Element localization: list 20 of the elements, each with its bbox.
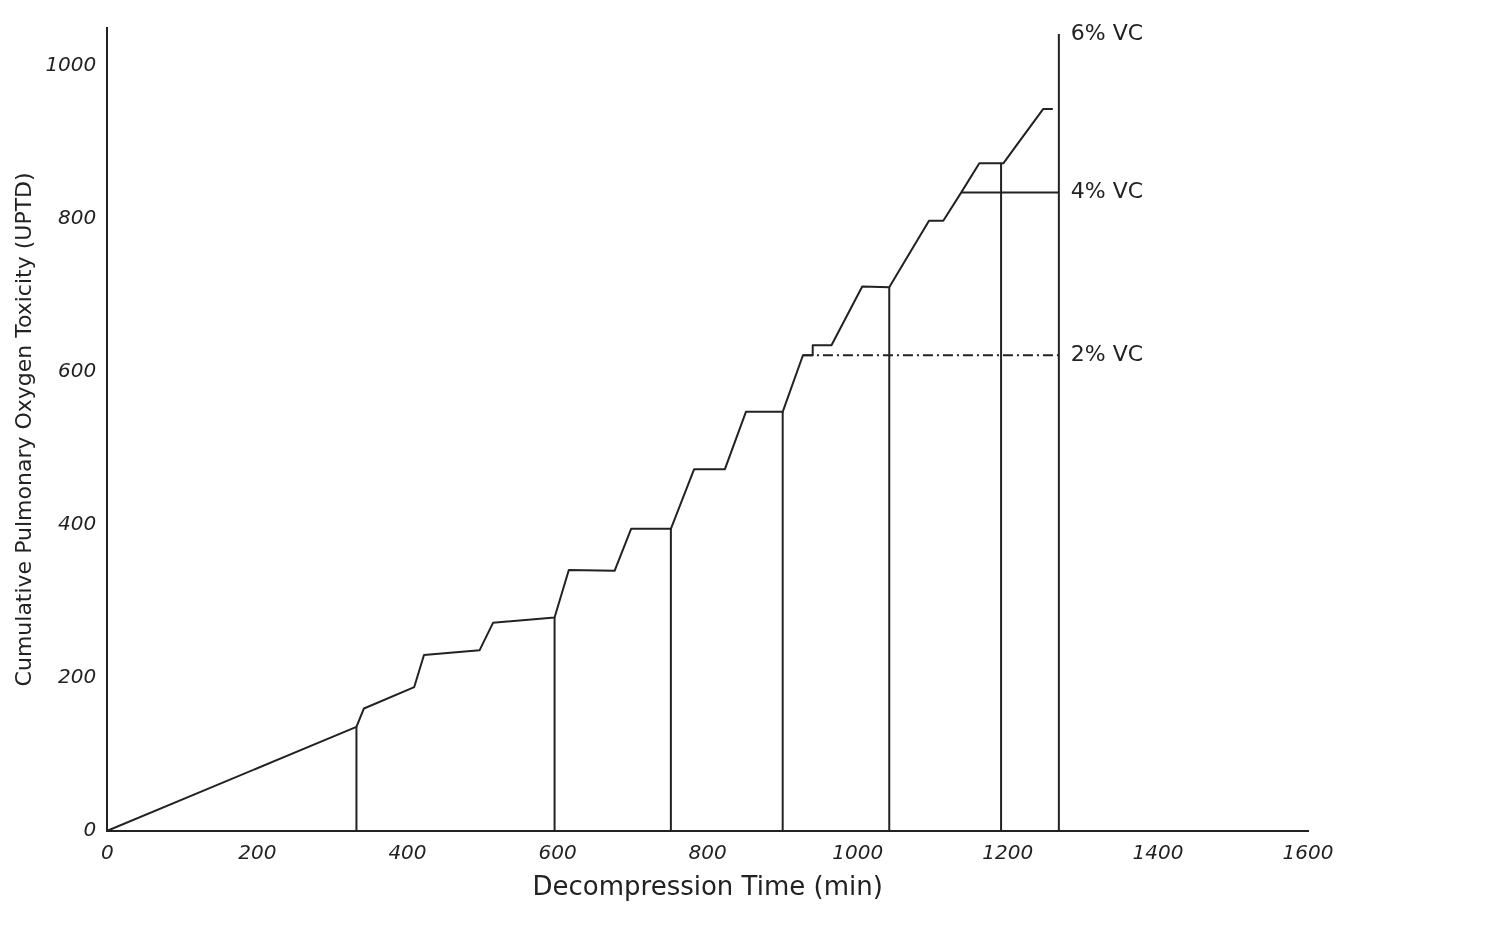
y-tick-label: 0 [83, 817, 97, 841]
x-tick-label: 1200 [982, 840, 1034, 864]
y-tick-label: 800 [58, 205, 97, 230]
x-tick-label: 600 [538, 840, 577, 864]
series-label: 6% VC [1070, 19, 1144, 45]
y-tick-label: 600 [58, 358, 97, 383]
y-tick-label: 200 [58, 664, 97, 689]
x-axis-title: Decompression Time (min) [532, 871, 883, 902]
x-tick-label: 400 [388, 840, 427, 864]
x-tick-label: 0 [100, 840, 114, 864]
x-tick-label: 800 [688, 840, 727, 864]
x-tick-label: 1000 [832, 840, 884, 864]
y-axis-title: Cumulative Pulmonary Oxygen Toxicity (UPTD) [10, 172, 36, 687]
x-tick-label: 200 [238, 840, 277, 864]
x-tick-label: 1400 [1132, 840, 1184, 864]
series-label: 2% VC [1070, 340, 1144, 366]
x-tick-label: 1600 [1282, 840, 1334, 864]
y-tick-label: 1000 [45, 52, 97, 77]
series-label: 4% VC [1070, 178, 1144, 204]
y-tick-label: 400 [58, 511, 97, 536]
